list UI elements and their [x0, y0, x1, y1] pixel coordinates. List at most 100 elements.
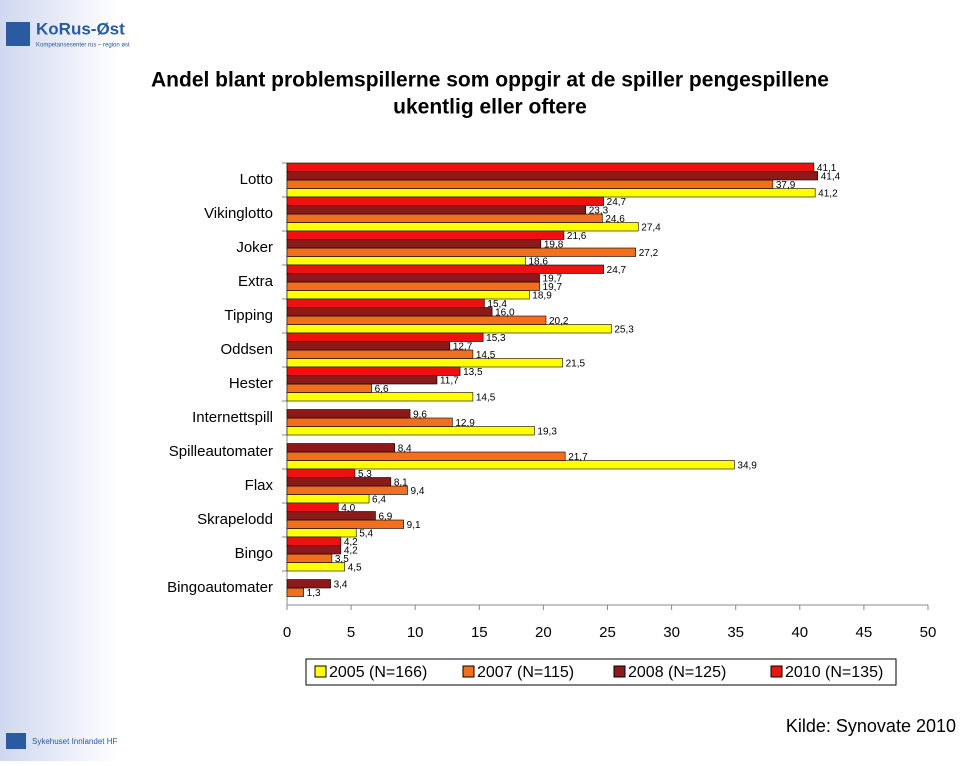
legend-box	[305, 658, 897, 686]
value-label: 21,6	[567, 231, 587, 242]
bar	[286, 358, 563, 368]
value-label: 24,7	[607, 197, 627, 208]
value-label: 34,9	[737, 460, 757, 471]
y-tick-label: Oddsen	[220, 341, 273, 358]
value-label: 18,6	[528, 256, 548, 267]
bar	[286, 188, 816, 198]
value-label: 12,7	[453, 341, 473, 352]
legend-swatch	[314, 665, 327, 678]
bar	[286, 383, 372, 393]
value-label: 25,3	[614, 324, 634, 335]
bar	[286, 502, 339, 512]
bar	[286, 477, 392, 487]
value-label: 6,4	[372, 494, 386, 505]
bar	[286, 545, 342, 555]
bar	[286, 443, 395, 453]
bar	[286, 485, 408, 495]
x-tick-label: 5	[347, 624, 355, 641]
bar	[286, 171, 819, 181]
org-name: Sykehuset Innlandet HF	[32, 737, 117, 746]
bar	[286, 341, 451, 351]
y-tick-label: Tipping	[224, 307, 273, 324]
x-tick-label: 0	[283, 624, 291, 641]
x-tick-label: 50	[920, 624, 937, 641]
value-label: 13,5	[463, 367, 483, 378]
value-label: 20,2	[549, 316, 569, 327]
value-label: 21,7	[568, 452, 588, 463]
value-label: 3,4	[334, 579, 348, 590]
value-label: 15,3	[486, 333, 506, 344]
legend-swatch	[770, 665, 783, 678]
value-label: 4,2	[344, 537, 358, 548]
bar	[286, 332, 484, 342]
value-label: 41,1	[817, 163, 837, 174]
value-label: 4,5	[348, 562, 362, 573]
bar	[286, 494, 370, 504]
bar	[286, 426, 535, 436]
bar	[286, 264, 604, 274]
value-label: 11,7	[440, 375, 459, 386]
x-tick-label: 25	[599, 624, 616, 641]
y-tick-label: Joker	[236, 239, 273, 256]
value-label: 6,6	[375, 384, 389, 395]
bar	[286, 366, 461, 376]
value-label: 12,9	[455, 418, 475, 429]
value-label: 9,1	[407, 520, 421, 531]
value-label: 41,2	[818, 188, 838, 199]
value-label: 6,9	[378, 511, 392, 522]
y-tick-label: Bingo	[235, 545, 273, 562]
bar	[286, 230, 565, 240]
value-label: 4,2	[344, 545, 358, 556]
bar	[286, 256, 526, 266]
bar	[286, 307, 493, 317]
bar	[286, 281, 540, 291]
value-label: 37,9	[776, 180, 796, 191]
bar	[286, 511, 376, 521]
bar	[286, 205, 587, 215]
source: Kilde: Synovate 2010	[786, 716, 956, 736]
value-label: 21,5	[566, 358, 586, 369]
x-tick-label: 20	[535, 624, 552, 641]
y-tick-label: Spilleautomater	[169, 443, 273, 460]
x-tick-label: 15	[471, 624, 488, 641]
value-label: 19,7	[543, 273, 563, 284]
value-label: 3,5	[335, 554, 349, 565]
x-tick-label: 10	[407, 624, 424, 641]
bar	[286, 375, 438, 385]
logo-icon	[6, 22, 30, 46]
value-label: 24,6	[605, 214, 625, 225]
bar	[286, 451, 566, 461]
y-tick-label: Bingoautomater	[167, 579, 273, 596]
org-icon	[6, 733, 26, 749]
value-label: 1,3	[307, 588, 321, 599]
bar	[286, 587, 304, 597]
value-label: 18,9	[532, 290, 552, 301]
bar	[286, 239, 542, 249]
value-label: 5,4	[359, 528, 373, 539]
bar	[286, 528, 357, 538]
chart-title: ukentlig eller oftere	[393, 96, 587, 119]
y-tick-label: Hester	[229, 375, 273, 392]
y-tick-label: Internettspill	[192, 409, 273, 426]
value-label: 5,3	[358, 469, 372, 480]
value-label: 19,3	[537, 426, 557, 437]
value-label: 9,4	[411, 486, 425, 497]
logo-sub: Kompetansesenter rus – region øst	[36, 43, 130, 49]
bar	[286, 392, 474, 402]
value-label: 9,6	[413, 409, 427, 420]
bar	[286, 579, 331, 589]
bar	[286, 460, 735, 470]
y-tick-label: Lotto	[240, 171, 273, 188]
chart-title: Andel blant problemspillerne som oppgir …	[151, 69, 829, 92]
value-label: 15,4	[487, 299, 507, 310]
legend-swatch	[462, 665, 475, 678]
value-label: 14,5	[476, 392, 496, 403]
legend-label: 2007 (N=115)	[477, 664, 574, 681]
bar	[286, 179, 774, 189]
bar	[286, 349, 474, 359]
bar	[286, 468, 356, 478]
value-label: 19,7	[543, 282, 563, 293]
value-label: 41,4	[821, 171, 841, 182]
bar	[286, 409, 411, 419]
